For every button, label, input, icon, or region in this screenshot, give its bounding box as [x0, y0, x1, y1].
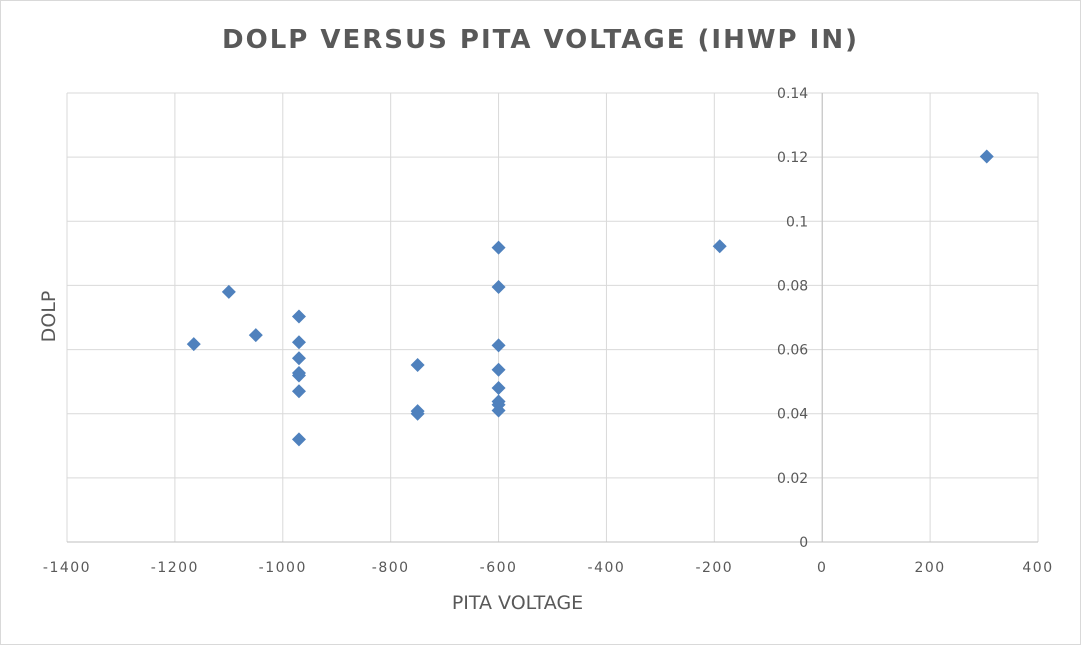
data-point-marker [979, 149, 994, 164]
data-points [186, 149, 994, 447]
axes [67, 93, 1038, 543]
y-tick-label: 0 [799, 535, 808, 551]
x-tick-label: -600 [480, 560, 518, 576]
data-point-marker [291, 384, 306, 399]
data-point-marker [221, 284, 236, 299]
gridlines [66, 92, 1039, 543]
x-tick-label: -1000 [259, 560, 307, 576]
data-point-marker [491, 381, 506, 396]
data-point-marker [712, 239, 727, 254]
y-tick-label: 0.02 [777, 471, 808, 487]
y-tick-label: 0.06 [777, 343, 808, 359]
x-axis-tick-labels: -1400 -1200 -1000 -800 -600 -400 -200 0 200 400 [43, 560, 1053, 576]
data-point-marker [291, 351, 306, 366]
y-tick-label: 0.12 [777, 150, 808, 166]
y-tick-label: 0.14 [777, 86, 808, 102]
data-point-marker [291, 309, 306, 324]
y-tick-label: 0.04 [777, 407, 808, 423]
x-tick-label: 200 [914, 560, 945, 576]
y-tick-label: 0.1 [786, 214, 808, 230]
data-point-marker [491, 403, 506, 418]
data-point-marker [491, 338, 506, 353]
data-point-marker [491, 362, 506, 377]
data-point-marker [491, 280, 506, 295]
x-tick-label: -1200 [151, 560, 199, 576]
data-point-marker [410, 357, 425, 372]
y-axis-tick-labels: 0 0.02 0.04 0.06 0.08 0.1 0.12 0.14 [777, 86, 808, 551]
x-axis-title: PITA VOLTAGE [452, 592, 583, 614]
data-point-marker [491, 240, 506, 255]
data-point-marker [410, 406, 425, 421]
y-axis-title: DOLP [38, 291, 60, 343]
data-point-marker [291, 432, 306, 447]
data-point-marker [186, 337, 201, 352]
x-tick-label: -400 [588, 560, 626, 576]
x-tick-label: 400 [1022, 560, 1053, 576]
chart-title: DOLP VERSUS PITA VOLTAGE (IHWP IN) [222, 25, 859, 55]
x-tick-label: 0 [817, 560, 827, 576]
x-tick-label: -1400 [43, 560, 91, 576]
data-point-marker [291, 335, 306, 350]
data-point-marker [291, 368, 306, 383]
data-point-marker [248, 328, 263, 343]
x-tick-label: -800 [372, 560, 410, 576]
x-tick-label: -200 [695, 560, 733, 576]
y-tick-label: 0.08 [777, 278, 808, 294]
